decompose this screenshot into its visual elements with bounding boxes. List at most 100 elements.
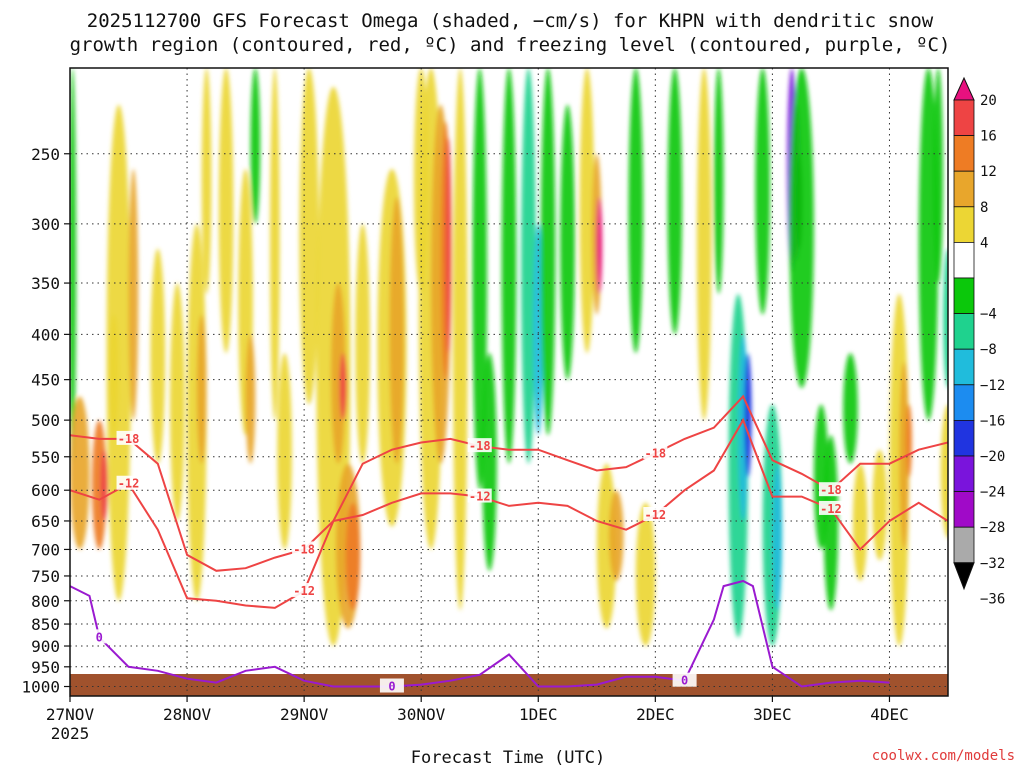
contour-label-bg: [818, 500, 843, 515]
contour-label-bg: [87, 629, 112, 644]
contour-label: 0: [96, 630, 103, 644]
omega-blob: [713, 68, 724, 294]
colorbar-label: 20: [980, 93, 997, 109]
colorbar-label: −32: [980, 556, 1005, 572]
contour-label-bg: [643, 507, 668, 522]
contour-label-bg: [818, 482, 843, 497]
y-tick-label: 300: [31, 215, 60, 234]
omega-blob: [943, 248, 948, 389]
omega-blob: [843, 353, 858, 464]
colorbar-segment: [953, 135, 975, 172]
colorbar-segment: [953, 241, 975, 279]
contour-label: -12: [644, 508, 666, 522]
y-tick-label: 500: [31, 411, 60, 430]
x-tick-label: 2DEC: [636, 705, 675, 724]
omega-blob: [872, 449, 888, 561]
y-tick-label: 650: [31, 512, 60, 531]
omega-blob: [482, 353, 497, 571]
omega-blob: [339, 353, 347, 421]
contour-label-bg: [292, 541, 317, 556]
omega-blob: [70, 68, 77, 464]
y-tick-label: 900: [31, 637, 60, 656]
omega-blob: [608, 490, 624, 582]
omega-blob: [823, 435, 839, 611]
colorbar-label: −20: [980, 449, 1005, 465]
contours: -12 -12 -12 -12 -12 -18 -18 -18 -18 -18 0 0 0: [70, 394, 948, 694]
contour-label-bg: [379, 678, 404, 693]
credit-text: coolwx.com/models: [872, 748, 1015, 764]
contour-label-bg: [116, 475, 141, 490]
plot-frame: [69, 67, 949, 697]
contour-label-bg: [467, 438, 492, 453]
colorbar-arrow-top: [953, 76, 975, 101]
contour--12: [70, 417, 948, 609]
omega-blob: [560, 104, 575, 380]
omega-blob: [596, 197, 603, 294]
contour-label: -12: [820, 502, 842, 516]
y-tick-label: 950: [31, 658, 60, 677]
y-tick-label: 750: [31, 567, 60, 586]
omega-blob: [250, 68, 261, 224]
omega-blob: [772, 463, 783, 611]
y-tick-label: 450: [31, 371, 60, 390]
omega-blob: [100, 449, 108, 521]
omega-blob: [905, 404, 912, 478]
contour-label: -18: [293, 542, 315, 556]
contour-label: -18: [820, 483, 842, 497]
y-tick-label: 250: [31, 145, 60, 164]
contour--18: [70, 394, 948, 572]
colorbar-label: −36: [980, 591, 1005, 607]
omega-blob: [150, 248, 166, 464]
omega-blob: [452, 68, 468, 611]
colorbar-label: −12: [980, 378, 1005, 394]
colorbar-label: 8: [980, 200, 988, 216]
contour-label-bg: [292, 583, 317, 598]
omega-blob: [501, 68, 517, 464]
contour-label-bg: [672, 672, 697, 687]
colorbar-label: −4: [980, 307, 997, 323]
omega-blob: [635, 502, 656, 647]
chart-title-line2: growth region (contoured, red, ºC) and f…: [70, 34, 951, 56]
x-axis-label: Forecast Time (UTC): [411, 748, 605, 768]
y-tick-label: 350: [31, 274, 60, 293]
colorbar-segment: [953, 348, 975, 386]
omega-blob: [169, 283, 185, 521]
contour-label-bg: [116, 430, 141, 445]
x-tick-label: 28NOV: [163, 705, 212, 724]
colorbar-segment: [953, 313, 975, 350]
colorbar-segment: [953, 99, 975, 136]
colorbar-label: −24: [980, 485, 1005, 501]
omega-blob: [70, 396, 90, 550]
omega-blob: [667, 68, 683, 335]
contour-label: 0: [388, 680, 395, 694]
omega-blob: [345, 502, 361, 611]
x-tick-label: 29NOV: [280, 705, 329, 724]
colorbar-label: 16: [980, 129, 997, 145]
y-tick-label: 600: [31, 481, 60, 500]
contour-label: -12: [469, 490, 491, 504]
colorbar-segment: [953, 384, 975, 421]
colorbar-segment: [953, 526, 975, 564]
plot-area: -12 -12 -12 -12 -12 -18 -18 -18 -18 -18 0 0 0: [70, 68, 948, 696]
omega-blob: [218, 68, 234, 354]
contour-label-bg: [643, 445, 668, 460]
x-tick-label: 1DEC: [519, 705, 558, 724]
omega-blob: [106, 104, 131, 601]
omega-blob: [696, 68, 712, 421]
y-tick-label: 1000: [21, 678, 60, 697]
contour-label-bg: [467, 488, 492, 503]
colorbar-label: −28: [980, 520, 1005, 536]
x-axis-start-year: 2025: [51, 724, 90, 743]
omega-blob: [744, 353, 752, 478]
x-tick-label: 30NOV: [397, 705, 446, 724]
contour-label: -18: [118, 432, 140, 446]
contour-label: -12: [118, 477, 140, 491]
omega-blob: [852, 463, 868, 582]
contour-0: [70, 579, 890, 688]
omega-blob: [389, 197, 405, 464]
omega-blob: [940, 404, 948, 539]
contour-label: -18: [469, 439, 491, 453]
colorbar-label: −8: [980, 342, 997, 358]
y-tick-label: 550: [31, 448, 60, 467]
